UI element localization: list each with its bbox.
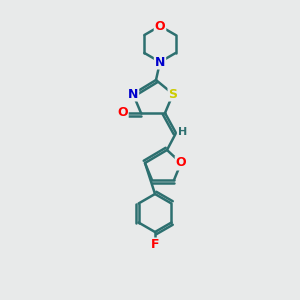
Text: N: N xyxy=(128,88,138,100)
Text: S: S xyxy=(169,88,178,100)
Text: H: H xyxy=(178,127,187,137)
Text: O: O xyxy=(176,157,186,169)
Text: O: O xyxy=(155,20,165,32)
Text: N: N xyxy=(155,56,165,68)
Text: O: O xyxy=(117,106,128,119)
Text: F: F xyxy=(151,238,159,251)
